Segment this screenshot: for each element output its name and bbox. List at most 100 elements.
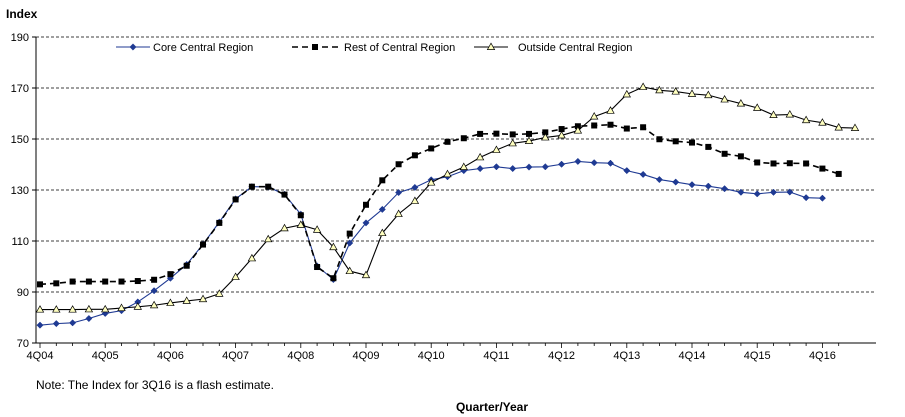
- legend-label: Core Central Region: [153, 42, 253, 54]
- x-tick-label: 4Q07: [222, 350, 249, 362]
- legend-item: Outside Central Region: [474, 42, 632, 54]
- data-point: [395, 188, 403, 197]
- legend-item: Core Central Region: [116, 42, 253, 54]
- data-point: [264, 234, 273, 243]
- data-point: [411, 152, 418, 159]
- data-point: [394, 209, 403, 217]
- data-point: [477, 130, 484, 137]
- data-point: [346, 239, 354, 247]
- data-point: [819, 165, 826, 172]
- data-point: [378, 228, 387, 237]
- data-point: [443, 169, 452, 178]
- data-point: [281, 191, 288, 198]
- data-point: [84, 304, 94, 313]
- data-point: [606, 106, 615, 114]
- data-point: [524, 136, 534, 144]
- data-point: [786, 188, 794, 196]
- data-point: [606, 159, 615, 167]
- data-point: [737, 153, 744, 160]
- data-point: [52, 320, 60, 328]
- data-point: [215, 289, 224, 297]
- data-point: [623, 125, 630, 132]
- x-tick-label: 4Q04: [27, 350, 54, 362]
- data-point: [265, 183, 272, 190]
- data-point: [558, 126, 565, 133]
- data-point: [689, 139, 695, 146]
- series-3: [35, 82, 860, 313]
- legend-item: Rest of Central Region: [292, 42, 455, 54]
- data-point: [557, 130, 566, 139]
- data-point: [85, 278, 92, 285]
- data-point: [753, 190, 761, 198]
- data-point: [818, 194, 826, 202]
- data-point: [378, 205, 386, 213]
- data-point: [36, 321, 44, 329]
- y-tick-label: 190: [11, 32, 29, 44]
- legend-label: Rest of Central Region: [344, 42, 455, 54]
- data-point: [671, 87, 680, 95]
- data-point: [850, 123, 860, 131]
- x-axis-title: Quarter/Year: [456, 400, 528, 414]
- data-point: [770, 160, 777, 167]
- x-tick-label: 4Q08: [287, 350, 314, 362]
- y-tick-labels: 70 90 110 130 150 170 190: [11, 32, 29, 350]
- data-point: [427, 178, 436, 186]
- series-line: [39, 123, 839, 286]
- data-point: [232, 196, 239, 203]
- data-point: [638, 82, 648, 90]
- data-point: [574, 157, 582, 165]
- data-point: [166, 298, 175, 306]
- data-point: [509, 165, 517, 173]
- data-point: [509, 131, 516, 138]
- data-point: [101, 304, 110, 313]
- data-point: [590, 159, 598, 167]
- data-point: [53, 280, 60, 287]
- data-point: [428, 145, 435, 152]
- data-point: [314, 264, 321, 271]
- data-point: [35, 305, 45, 313]
- data-point: [329, 242, 338, 251]
- y-tick-label: 70: [17, 338, 29, 350]
- y-tick-label: 150: [11, 134, 29, 146]
- data-point: [737, 188, 745, 196]
- data-point: [704, 90, 713, 99]
- data-point: [754, 159, 761, 166]
- data-point: [410, 196, 420, 204]
- data-point: [134, 278, 141, 285]
- data-point: [591, 122, 598, 129]
- data-point: [133, 302, 142, 310]
- data-point: [541, 163, 549, 171]
- y-tick-label: 110: [11, 236, 29, 248]
- data-point: [541, 132, 550, 141]
- data-point: [459, 162, 468, 170]
- axes: [32, 36, 876, 348]
- data-point: [655, 85, 664, 94]
- data-point: [69, 278, 76, 285]
- y-tick-label: 170: [11, 83, 29, 95]
- data-point: [639, 170, 647, 178]
- data-point: [69, 319, 77, 327]
- data-point: [526, 130, 532, 137]
- x-tick-label: 4Q12: [548, 350, 575, 362]
- data-point: [68, 305, 77, 313]
- data-point: [688, 181, 696, 189]
- data-point: [476, 165, 484, 173]
- data-point: [330, 275, 337, 282]
- data-point: [687, 89, 697, 97]
- series-2: [37, 121, 842, 288]
- x-tick-label: 4Q10: [418, 350, 445, 362]
- data-point: [167, 271, 174, 278]
- data-point: [622, 89, 631, 98]
- data-point: [785, 110, 794, 118]
- data-point: [150, 287, 158, 295]
- data-point: [736, 99, 746, 107]
- data-point: [721, 185, 729, 193]
- data-point: [361, 270, 371, 279]
- data-point: [475, 152, 485, 161]
- data-point: [198, 294, 208, 303]
- legend-marker: [129, 43, 137, 51]
- data-point: [704, 182, 712, 190]
- data-point: [769, 188, 778, 196]
- data-point: [655, 175, 663, 184]
